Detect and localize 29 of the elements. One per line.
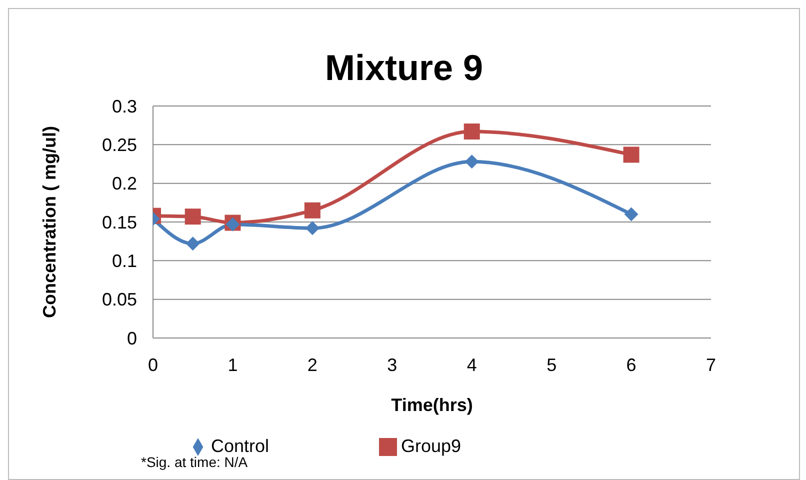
x-tick-label: 3 xyxy=(387,354,398,375)
x-tick-label: 1 xyxy=(228,354,238,375)
y-tick-label: 0.25 xyxy=(102,135,137,156)
y-tick-label: 0.15 xyxy=(102,212,137,232)
point xyxy=(305,221,320,236)
chart-title: Mixture 9 xyxy=(324,47,484,89)
x-tick-label: 7 xyxy=(706,354,716,375)
y-axis-title: Concentration ( mg/ul) xyxy=(39,126,60,318)
y-tick-label: 0.2 xyxy=(112,174,137,194)
point xyxy=(464,154,479,169)
y-tick-label: 0 xyxy=(126,328,137,348)
point xyxy=(623,146,640,163)
x-tick-label: 0 xyxy=(148,354,158,375)
point xyxy=(186,236,200,251)
y-tick-label: 0.1 xyxy=(112,251,137,272)
y-tick-label: 0.05 xyxy=(102,290,137,310)
text: *Sig. at time: N/A xyxy=(141,454,248,470)
point xyxy=(624,207,638,222)
x-tick-label: 2 xyxy=(307,354,318,375)
y-tick-label: 0.3 xyxy=(112,96,137,116)
point xyxy=(184,208,201,225)
point xyxy=(304,202,320,218)
point xyxy=(464,124,480,140)
legend-label: Control xyxy=(210,436,269,456)
x-tick-label: 6 xyxy=(626,354,636,375)
x-axis-title: Time(hrs) xyxy=(391,394,473,415)
legend-label: Group9 xyxy=(400,436,462,456)
x-tick-label: 4 xyxy=(466,354,477,375)
x-tick-label: 5 xyxy=(546,354,557,375)
